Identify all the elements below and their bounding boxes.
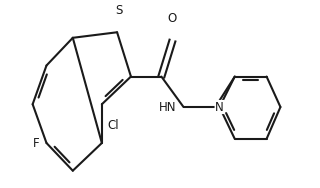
Text: O: O — [168, 12, 177, 25]
Text: S: S — [116, 4, 123, 17]
Text: HN: HN — [159, 101, 177, 114]
Text: Cl: Cl — [108, 120, 119, 133]
Text: N: N — [215, 101, 224, 114]
Text: F: F — [33, 136, 40, 149]
